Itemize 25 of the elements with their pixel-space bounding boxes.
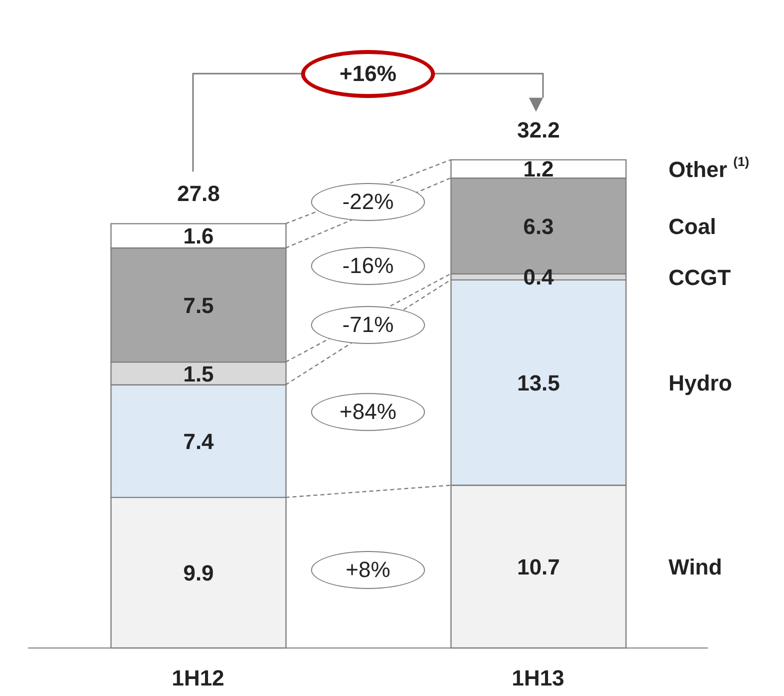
total-label: 32.2 [517,117,560,142]
data-label: 7.4 [183,428,215,454]
series-label: Hydro [668,370,732,396]
data-label: 6.3 [523,214,554,239]
data-label: 13.5 [517,370,560,396]
data-label: 7.5 [183,292,214,318]
series-label: Wind [668,554,722,580]
series-label: Other $^{(1)}$ [668,154,750,182]
annotation: -71% [311,306,425,344]
x-tick-label: 1H12 [172,666,224,691]
data-label: 1.6 [183,224,214,249]
annotation: -22% [311,183,425,222]
data-label: 0.4 [523,264,555,290]
series-label: Coal [668,213,716,238]
total-label: 27.8 [177,181,220,206]
data-label: 10.7 [517,554,560,580]
annotation: +84% [311,392,425,431]
data-label: 1.5 [183,361,214,386]
data-label: 1.2 [523,156,554,182]
annotation: +8% [311,550,425,589]
series-label: CCGT [668,264,732,290]
x-tick-label: 1H13 [512,666,564,691]
data-label: 9.9 [183,560,214,586]
text: +16% [301,50,435,98]
annotation: -16% [311,246,425,284]
